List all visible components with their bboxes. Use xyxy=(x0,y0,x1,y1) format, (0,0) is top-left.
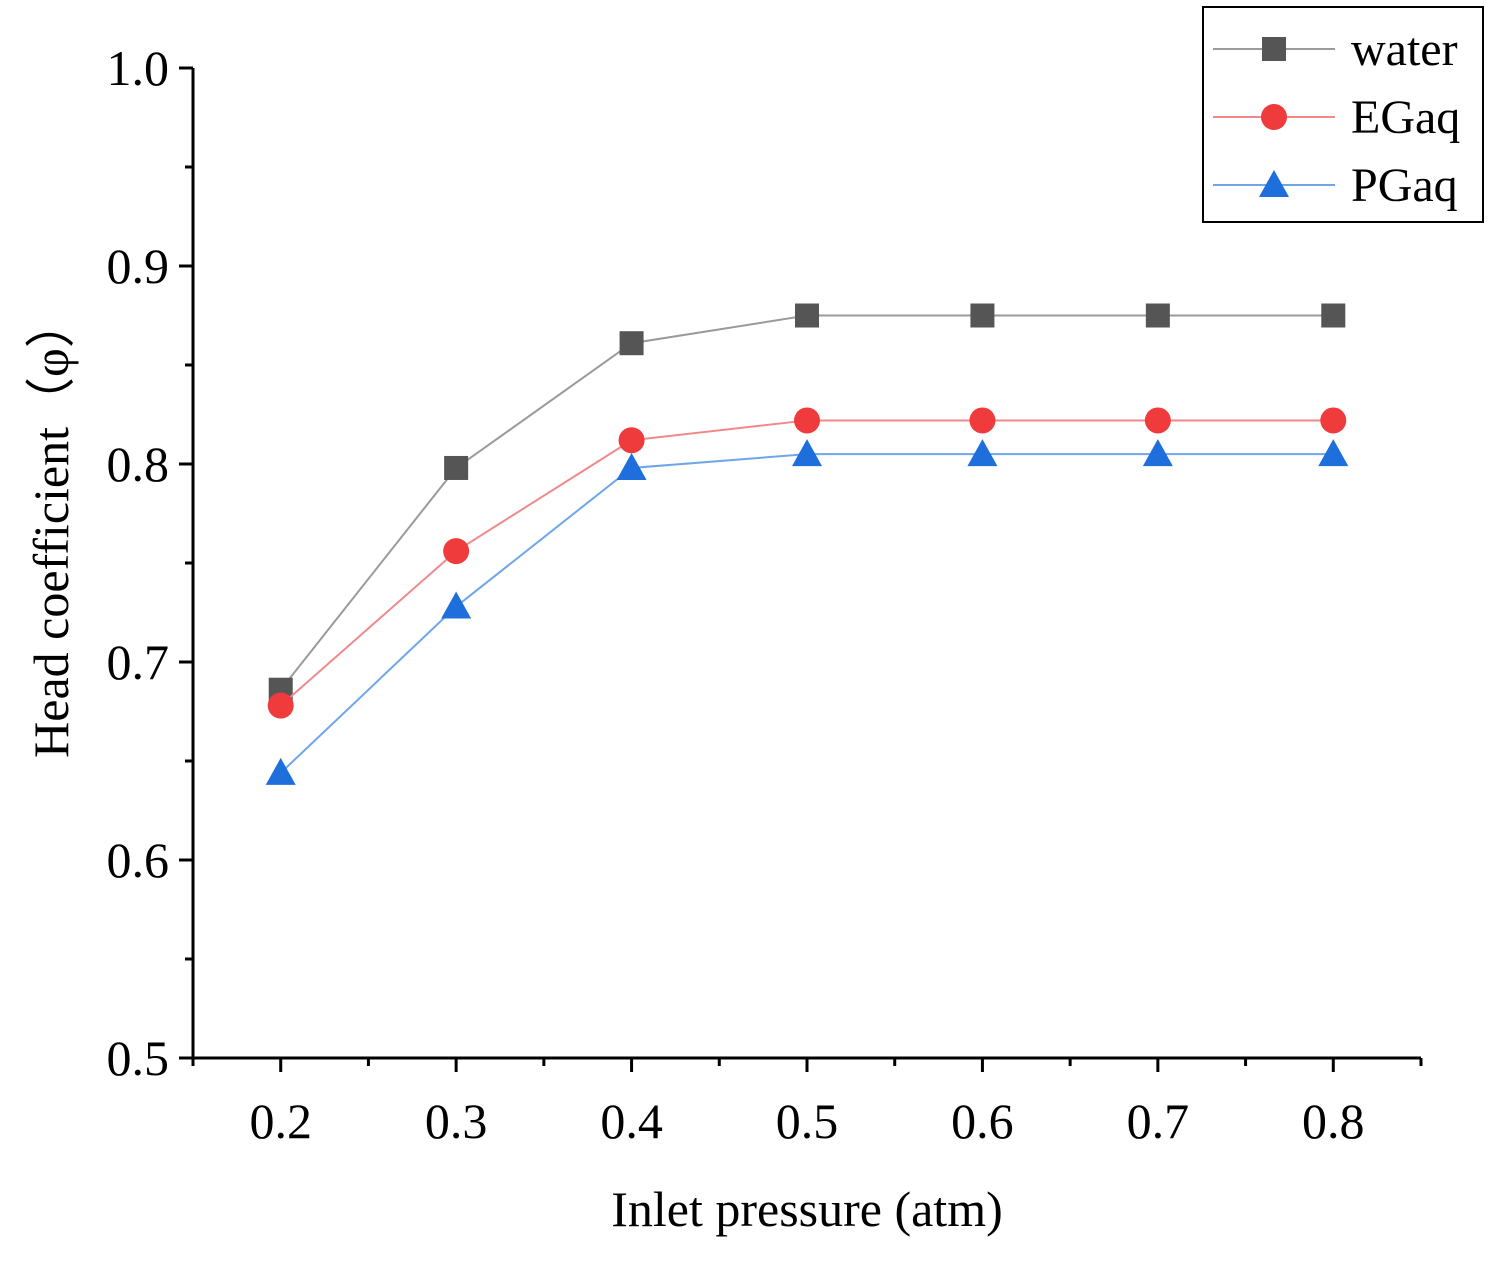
y-tick-label: 0.5 xyxy=(107,1030,170,1086)
x-tick-label: 0.2 xyxy=(249,1093,312,1149)
y-tick-label: 1.0 xyxy=(107,40,170,96)
data-point-egaq xyxy=(618,427,645,454)
series-pgaq xyxy=(265,439,1349,785)
data-point-pgaq xyxy=(265,757,296,785)
y-tick-label: 0.8 xyxy=(107,436,170,492)
axes: 0.5 0.6 0.7 0.8 0.9 1.0 0.2 0.3 0.4 0.5 0.6 0.7 0.8 xyxy=(107,40,1423,1149)
legend-label-water: water xyxy=(1351,23,1458,76)
x-tick-label: 0.4 xyxy=(600,1093,663,1149)
x-tick-label: 0.5 xyxy=(776,1093,839,1149)
x-tick-label: 0.3 xyxy=(425,1093,488,1149)
legend-marker-pgaq xyxy=(1259,170,1289,197)
y-tick-label: 0.9 xyxy=(107,238,170,294)
data-point-water xyxy=(1321,303,1346,328)
x-tick-label: 0.8 xyxy=(1302,1093,1365,1149)
x-tick-label: 0.6 xyxy=(951,1093,1014,1149)
data-point-egaq xyxy=(1320,407,1347,434)
data-point-pgaq xyxy=(441,591,472,619)
x-axis-title: Inlet pressure (atm) xyxy=(611,1181,1003,1237)
data-point-pgaq xyxy=(967,439,998,467)
series-line-water xyxy=(279,314,1334,691)
y-tick-label: 0.6 xyxy=(107,832,170,888)
data-point-water xyxy=(619,331,644,356)
legend-label-egaq: EGaq xyxy=(1351,91,1460,144)
data-point-pgaq xyxy=(616,452,647,480)
series-water xyxy=(268,303,1346,702)
data-point-egaq xyxy=(443,538,470,565)
legend-marker-water xyxy=(1262,37,1286,61)
data-point-pgaq xyxy=(1142,439,1173,467)
series-line-pgaq xyxy=(280,453,1334,774)
data-point-egaq xyxy=(794,407,820,434)
data-point-egaq xyxy=(267,692,294,719)
series-egaq xyxy=(267,407,1347,719)
data-point-water xyxy=(1145,303,1170,328)
data-point-water xyxy=(444,455,469,480)
legend-box xyxy=(1202,6,1484,223)
y-axis-title: Head coefficient（φ） xyxy=(23,298,79,758)
x-tick-label: 0.7 xyxy=(1127,1093,1190,1149)
legend-label-pgaq: PGaq xyxy=(1351,159,1458,212)
legend: water EGaq PGaq xyxy=(1202,6,1484,223)
data-point-egaq xyxy=(1144,407,1171,434)
data-point-egaq xyxy=(969,407,996,434)
series-group xyxy=(265,303,1349,785)
data-point-water xyxy=(970,303,995,328)
data-point-water xyxy=(795,303,819,328)
y-tick-label: 0.7 xyxy=(107,634,170,690)
data-point-pgaq xyxy=(1318,439,1349,467)
legend-marker-egaq xyxy=(1261,104,1287,130)
data-point-pgaq xyxy=(792,439,822,467)
